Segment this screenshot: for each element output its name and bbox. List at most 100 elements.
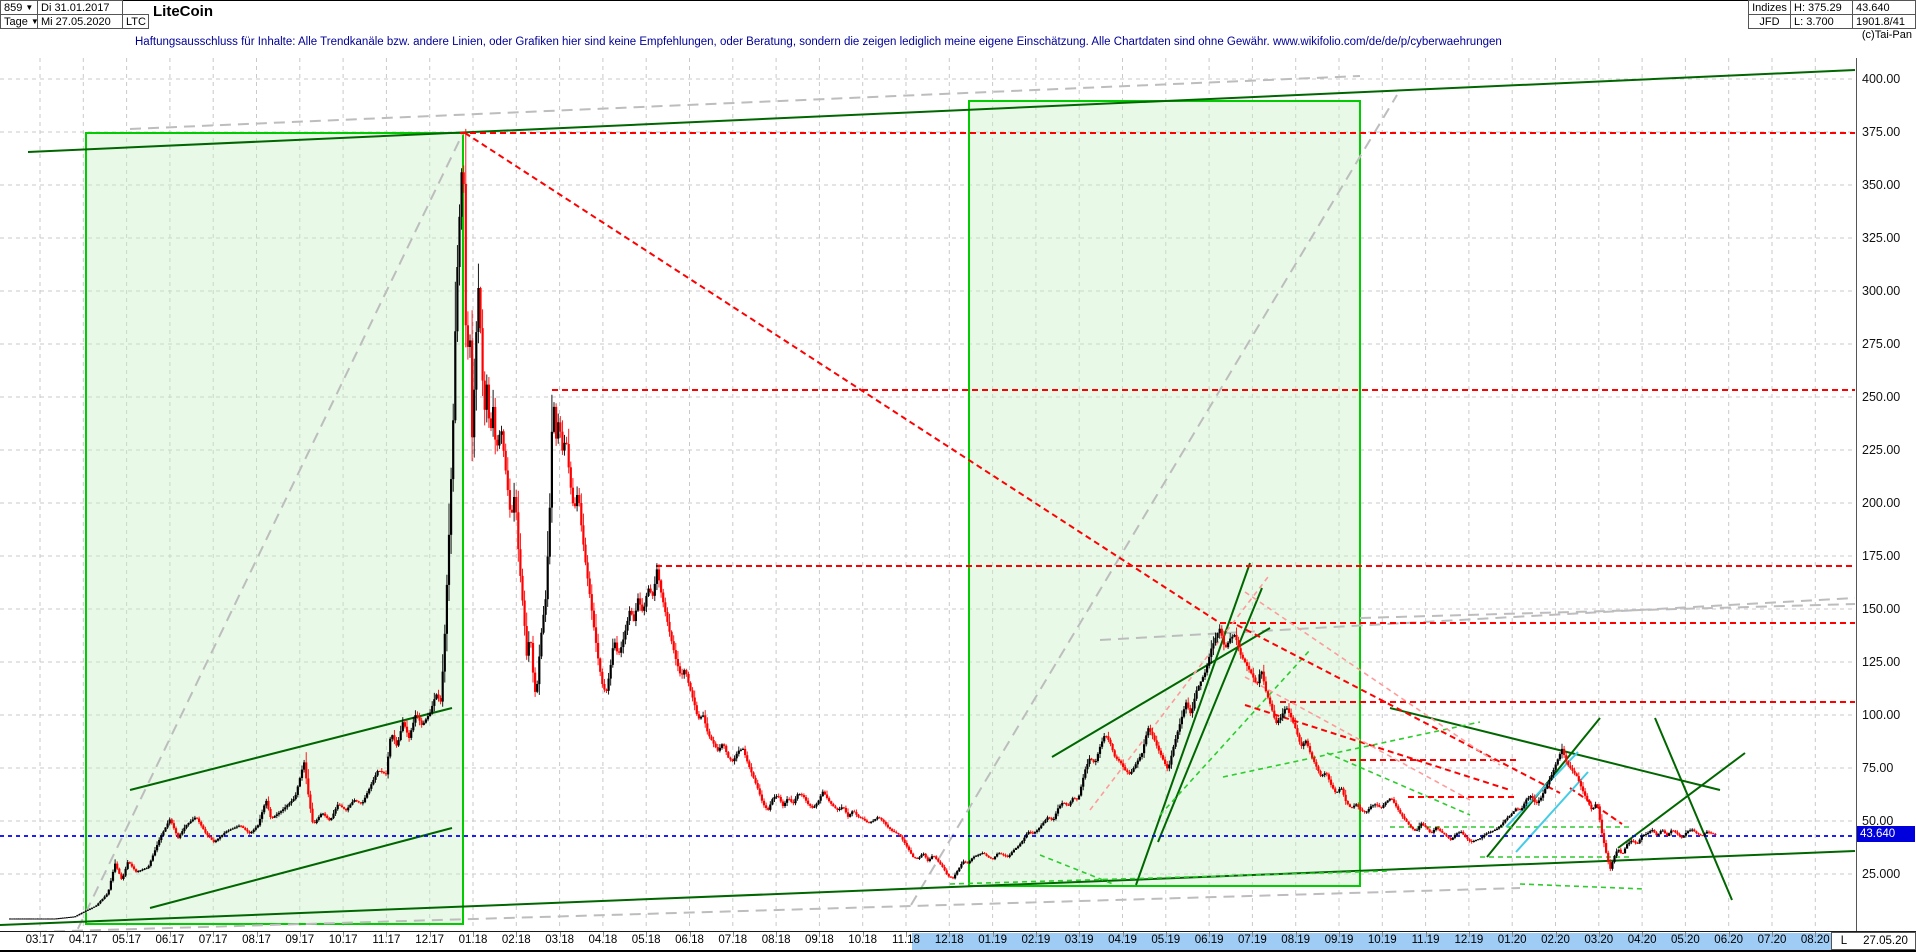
- period-dropdown[interactable]: Tage ▼: [0, 14, 39, 29]
- instrument-title: LiteCoin: [153, 3, 213, 20]
- gray-lower-support: [0, 887, 1521, 934]
- x-axis-tick: [1382, 932, 1384, 937]
- x-axis-tick: [83, 932, 85, 937]
- x-axis-label: 09.17: [285, 934, 315, 946]
- x-axis-tick: [992, 932, 994, 937]
- x-axis-label: 10.19: [1367, 934, 1397, 946]
- y-axis-label: 300.00: [1862, 284, 1901, 298]
- x-axis-tick: [429, 932, 431, 937]
- x-axis-label: 05.20: [1671, 934, 1700, 946]
- end-date-value: Mi 27.05.2020: [41, 15, 111, 28]
- x-axis-label: 04.18: [588, 934, 618, 946]
- x-axis-tick: [1555, 932, 1557, 937]
- x-axis-tick: [1165, 932, 1167, 937]
- period-high-value: H: 375.29: [1794, 1, 1842, 14]
- y-axis-label: 200.00: [1862, 496, 1901, 510]
- x-axis-label: 07.19: [1238, 934, 1267, 946]
- x-axis-tick: [516, 932, 518, 937]
- x-axis-label: 03.19: [1064, 934, 1094, 946]
- bars-count-dropdown[interactable]: 859 ▼: [0, 0, 38, 15]
- y-axis-label: 100.00: [1862, 708, 1901, 722]
- chevron-down-icon: ▼: [25, 2, 34, 12]
- trend-channel-2017[interactable]: [85, 132, 464, 925]
- x-axis-tick: [732, 932, 734, 937]
- trend-channel-2019[interactable]: [968, 100, 1361, 887]
- cyan-2020-channel-upper: [1505, 751, 1579, 828]
- group-cell[interactable]: Indizes: [1748, 0, 1791, 15]
- feed-cell[interactable]: JFD: [1748, 14, 1791, 29]
- x-axis-label: 10.17: [328, 934, 358, 946]
- x-axis-tick: [299, 932, 301, 937]
- y-axis-label: 25.000: [1862, 867, 1901, 881]
- x-axis-label: 02.20: [1541, 934, 1570, 946]
- x-axis-tick: [1295, 932, 1297, 937]
- x-axis-tick: [126, 932, 128, 937]
- x-axis-tick: [1425, 932, 1427, 937]
- green-2019-steep-2: [1157, 587, 1263, 843]
- pink-2019-decline-2: [1244, 676, 1471, 801]
- x-axis-label: 01.20: [1497, 934, 1527, 946]
- symbol-cell[interactable]: LTC: [122, 14, 149, 29]
- y-axis-label: 75.00: [1862, 761, 1894, 775]
- x-axis-label: 04.17: [68, 934, 98, 946]
- bars-count-value: 859: [4, 1, 23, 14]
- start-date-value: Di 31.01.2017: [41, 1, 110, 14]
- data-info-value: 1901.8/41: [1856, 15, 1905, 28]
- x-axis-tick: [256, 932, 258, 937]
- x-axis-label: 05.17: [112, 934, 141, 946]
- start-date-cell[interactable]: Di 31.01.2017: [37, 0, 123, 15]
- gray-2019-rally-trend: [910, 94, 1398, 906]
- pink-2019-riser: [1089, 576, 1269, 811]
- x-axis-label: 03.18: [545, 934, 574, 946]
- green-longterm-support: [0, 850, 1856, 926]
- x-axis-label: 04.20: [1627, 934, 1657, 946]
- x-axis-tick: [1772, 932, 1773, 937]
- x-axis-label: 03.17: [25, 934, 55, 946]
- x-axis-tick: [343, 932, 345, 937]
- lightgreen-level-20: [1519, 883, 1646, 890]
- cursor-date-cell: 27.05.20: [1856, 932, 1916, 950]
- lightgreen-decliner: [1326, 752, 1471, 816]
- x-axis-label: 06.18: [675, 934, 704, 946]
- x-axis[interactable]: 03.17 04.17 05.17 06.17 07.17 08.17 09.17 10.17…: [0, 931, 1916, 951]
- x-axis-tick: [602, 932, 604, 937]
- x-axis-label: 09.19: [1324, 934, 1354, 946]
- x-axis-label: 11.19: [1411, 934, 1440, 946]
- x-axis-label: 01.18: [458, 934, 488, 946]
- lightgreen-riser: [1222, 721, 1481, 778]
- x-axis-tick: [1252, 932, 1254, 937]
- gray-upper-channel: [129, 75, 1361, 130]
- y-axis-label: 50.00: [1862, 814, 1894, 828]
- y-axis-label: 125.00: [1862, 655, 1901, 669]
- end-date-cell[interactable]: Mi 27.05.2020: [37, 14, 123, 29]
- symbol-value: LTC: [126, 15, 146, 28]
- x-axis-tick: [776, 932, 778, 937]
- chevron-down-icon: ▼: [30, 16, 39, 26]
- scale-toggle-cell[interactable]: L: [1831, 932, 1857, 950]
- green-top-resistance: [27, 69, 1856, 153]
- x-axis-tick: [1035, 932, 1037, 937]
- y-axis-label: 225.00: [1862, 443, 1901, 457]
- cyan-2020-channel-lower: [1515, 771, 1589, 853]
- x-axis-tick: [819, 932, 821, 937]
- x-axis-label: 07.17: [198, 934, 228, 946]
- x-axis-label: 09.18: [805, 934, 834, 946]
- x-axis-label: 10.18: [848, 934, 878, 946]
- visible-range-highlight: [912, 933, 1832, 950]
- x-axis-tick: [386, 932, 388, 937]
- green-2020-rebound: [1617, 752, 1746, 849]
- x-axis-tick: [1685, 932, 1687, 937]
- x-axis-label: 06.19: [1194, 934, 1224, 946]
- x-axis-label: 02.18: [501, 934, 531, 946]
- data-info-cell: 1901.8/41: [1852, 14, 1916, 29]
- green-2019-steep-1: [1135, 562, 1251, 886]
- window-top-border: [0, 0, 1916, 1]
- last-price-value: 43.640: [1856, 1, 1890, 14]
- x-axis-tick: [1815, 932, 1817, 937]
- red-2019-decline-2: [1244, 704, 1511, 791]
- x-axis-label: 04.19: [1108, 934, 1137, 946]
- y-axis-label: 275.00: [1862, 337, 1901, 351]
- lightgreen-bottom-support: [949, 870, 1391, 885]
